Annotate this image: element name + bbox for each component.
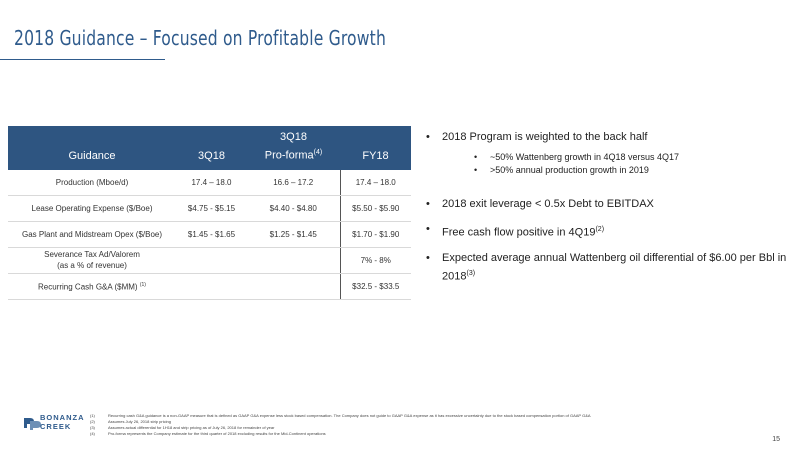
title-underline	[0, 59, 165, 60]
footnotes: (1) Recurring cash G&A guidance is a non-…	[90, 413, 690, 437]
row-label: Severance Tax Ad/Valorem (as a % of reven…	[8, 247, 176, 274]
bullet-item: • 2018 exit leverage < 0.5x Debt to EBIT…	[426, 198, 654, 210]
col-header-proforma: 3Q18 Pro-forma(4)	[247, 126, 340, 170]
sub-bullet-item: • >50% annual production growth in 2019	[474, 165, 649, 175]
table-row: Severance Tax Ad/Valorem (as a % of reven…	[8, 247, 411, 274]
bullet-item: • Free cash flow positive in 4Q19(2)	[426, 223, 605, 239]
cell-proforma: 16.6 – 17.2	[247, 169, 340, 196]
footnote: (2) Assumes July 26, 2018 strip pricing	[90, 419, 171, 424]
table-header-row: Guidance 3Q18 3Q18 Pro-forma(4) FY18	[8, 126, 411, 170]
logo-wordmark: BONANZA CREEK	[40, 413, 85, 431]
bullet-list: • 2018 Program is weighted to the back h…	[422, 130, 794, 284]
cell-fy18: 17.4 – 18.0	[339, 169, 411, 196]
bullet-item: • Expected average annual Wattenberg oil…	[426, 251, 787, 283]
guidance-table: Guidance 3Q18 3Q18 Pro-forma(4) FY18 Pro…	[8, 126, 411, 300]
col-header-3q18: 3Q18	[176, 126, 247, 170]
table-row: Gas Plant and Midstream Opex ($/Boe) $1.…	[8, 221, 411, 248]
cell-proforma	[247, 273, 340, 300]
page-number: 15	[772, 436, 780, 443]
footnote: (3) Assumes actual differential for 1H18 …	[90, 425, 275, 430]
cell-fy18: $32.5 - $33.5	[339, 273, 411, 300]
footnote: (4) Pro-forma represents the Company esti…	[90, 431, 326, 436]
bullet-dot: •	[474, 152, 478, 162]
bonanza-creek-logo-icon	[24, 418, 41, 430]
row-label: Lease Operating Expense ($/Boe)	[8, 195, 176, 222]
col-header-fy18: FY18	[340, 126, 411, 170]
footnote: (1) Recurring cash G&A guidance is a non-…	[90, 413, 591, 418]
row-label: Recurring Cash G&A ($MM) (1)	[8, 273, 176, 300]
cell-3q18	[176, 247, 247, 274]
cell-proforma	[247, 247, 340, 274]
cell-3q18: $1.45 - $1.65	[176, 221, 247, 248]
page-title: 2018 Guidance – Focused on Profitable Gr…	[14, 26, 386, 50]
bullet-item: • 2018 Program is weighted to the back h…	[426, 131, 648, 143]
table-row: Production (Mboe/d) 17.4 – 18.0 16.6 – 1…	[8, 169, 411, 196]
cell-3q18: $4.75 - $5.15	[176, 195, 247, 222]
bullet-dot: •	[426, 251, 430, 264]
bullet-dot: •	[426, 131, 430, 143]
col-header-guidance: Guidance	[8, 126, 176, 170]
cell-3q18: 17.4 – 18.0	[176, 169, 247, 196]
row-label: Gas Plant and Midstream Opex ($/Boe)	[8, 221, 176, 248]
cell-proforma: $4.40 - $4.80	[247, 195, 340, 222]
cell-fy18: 7% - 8%	[339, 247, 411, 274]
bullet-dot: •	[426, 198, 430, 210]
bullet-dot: •	[474, 165, 478, 175]
cell-3q18	[176, 273, 247, 300]
sub-bullet-item: • ~50% Wattenberg growth in 4Q18 versus …	[474, 152, 680, 162]
table-row: Recurring Cash G&A ($MM) (1) $32.5 - $33…	[8, 273, 411, 300]
table-row: Lease Operating Expense ($/Boe) $4.75 - …	[8, 195, 411, 222]
cell-fy18: $5.50 - $5.90	[339, 195, 411, 222]
cell-fy18: $1.70 - $1.90	[339, 221, 411, 248]
bullet-dot: •	[426, 223, 430, 235]
row-label: Production (Mboe/d)	[8, 169, 176, 196]
cell-proforma: $1.25 - $1.45	[247, 221, 340, 248]
